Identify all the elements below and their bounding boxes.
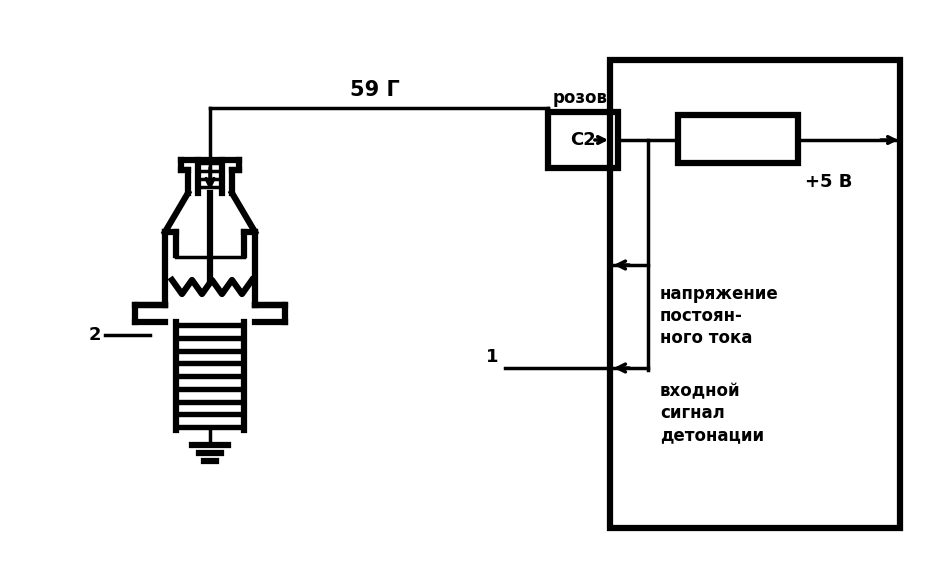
Text: 1: 1	[485, 348, 497, 366]
Text: входной
сигнал
детонации: входной сигнал детонации	[659, 382, 764, 444]
Text: +5 В: +5 В	[805, 173, 852, 191]
Text: розов.: розов.	[552, 89, 613, 107]
Text: C2: C2	[570, 131, 595, 149]
Text: 2: 2	[89, 326, 101, 344]
Text: 59 Г: 59 Г	[350, 80, 399, 100]
Text: напряжение
постоян-
ного тока: напряжение постоян- ного тока	[659, 285, 778, 347]
